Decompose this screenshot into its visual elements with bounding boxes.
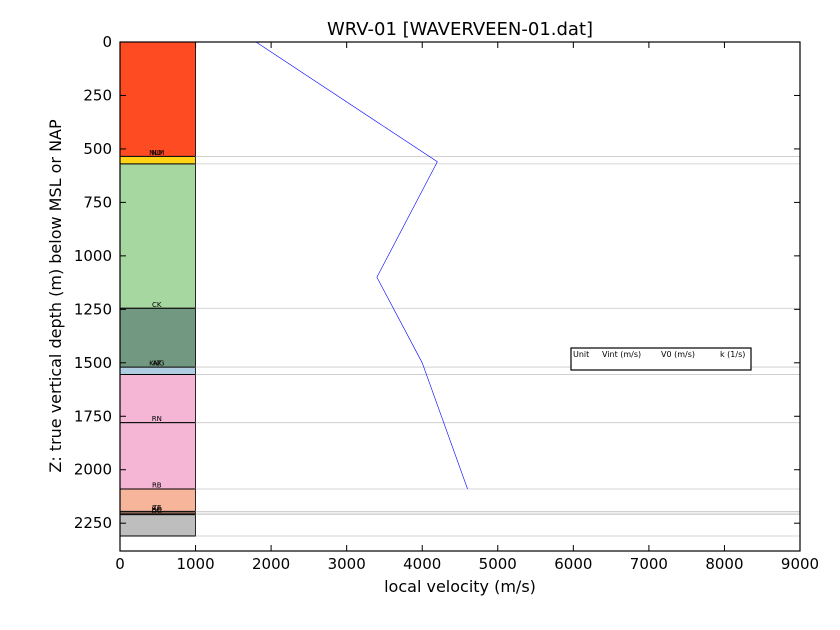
unit-label: DC bbox=[152, 507, 162, 515]
y-tick-label: 1000 bbox=[74, 247, 112, 265]
legend-header: Unit bbox=[573, 350, 589, 359]
y-tick-label: 500 bbox=[83, 140, 112, 158]
y-tick-label: 750 bbox=[83, 193, 112, 211]
unit-label: NU bbox=[152, 149, 162, 157]
x-tick-label: 8000 bbox=[705, 555, 743, 573]
velocity-line bbox=[255, 41, 468, 490]
series-layer bbox=[255, 41, 468, 490]
unit-bar bbox=[119, 163, 196, 309]
x-tick-label: 9000 bbox=[781, 555, 819, 573]
legend-box: Unit Vint (m/s) V0 (m/s) k (1/s) bbox=[570, 347, 752, 371]
unit-bar bbox=[119, 366, 196, 375]
unit-bars bbox=[119, 41, 196, 537]
unit-bar bbox=[119, 422, 196, 490]
y-tick-label: 1500 bbox=[74, 354, 112, 372]
legend-header: V0 (m/s) bbox=[661, 350, 695, 359]
x-tick-label: 0 bbox=[115, 555, 125, 573]
y-tick-label: 2250 bbox=[74, 514, 112, 532]
y-tick-label: 0 bbox=[102, 33, 112, 51]
y-axis: 0 250 500 750 1000 1250 1500 1750 2000 2250 bbox=[74, 33, 800, 532]
unit-bar bbox=[119, 307, 196, 368]
x-axis: 0 1000 2000 3000 4000 5000 6000 7000 8000 9000 bbox=[115, 42, 819, 573]
unit-label: AT bbox=[153, 360, 162, 368]
unit-bar bbox=[119, 41, 196, 157]
legend-header: k (1/s) bbox=[720, 350, 745, 359]
unit-label: ZE bbox=[152, 504, 161, 512]
x-axis-title: local velocity (m/s) bbox=[384, 577, 536, 596]
x-tick-label: 4000 bbox=[403, 555, 441, 573]
unit-label: KNG bbox=[149, 360, 164, 368]
unit-bar bbox=[119, 156, 196, 165]
y-tick-label: 2000 bbox=[74, 461, 112, 479]
plot-frame bbox=[119, 41, 801, 552]
boundary-lines bbox=[120, 155, 800, 537]
chart-title: WRV-01 [WAVERVEEN-01.dat] bbox=[327, 19, 593, 40]
x-tick-label: 1000 bbox=[176, 555, 214, 573]
x-tick-label: 7000 bbox=[630, 555, 668, 573]
legend-header: Vint (m/s) bbox=[602, 350, 641, 359]
legend-frame bbox=[570, 347, 752, 371]
y-tick-label: 1750 bbox=[74, 407, 112, 425]
unit-label: RB bbox=[152, 481, 162, 489]
y-axis-title: Z: true vertical depth (m) below MSL or … bbox=[46, 119, 65, 473]
unit-label: RO bbox=[152, 506, 163, 514]
x-tick-label: 2000 bbox=[252, 555, 290, 573]
unit-bar bbox=[119, 514, 196, 537]
unit-label: RN bbox=[152, 415, 162, 423]
unit-bar bbox=[119, 374, 196, 424]
unit-label: NLM bbox=[149, 149, 164, 157]
x-tick-label: 3000 bbox=[328, 555, 366, 573]
y-tick-label: 250 bbox=[83, 86, 112, 104]
x-tick-label: 5000 bbox=[479, 555, 517, 573]
x-tick-label: 6000 bbox=[554, 555, 592, 573]
y-tick-label: 1250 bbox=[74, 300, 112, 318]
unit-label: CK bbox=[152, 301, 162, 309]
